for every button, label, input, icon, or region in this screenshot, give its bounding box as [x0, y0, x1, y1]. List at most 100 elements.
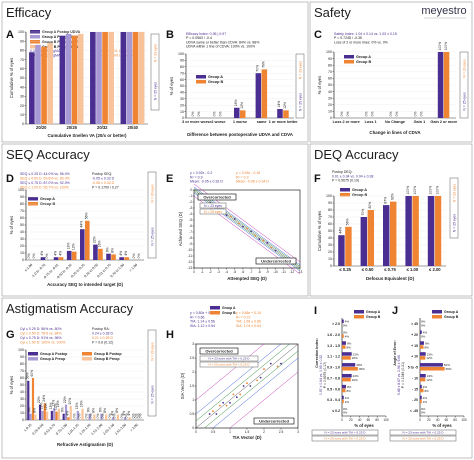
panel-d-y-tick-label: 30 — [20, 237, 24, 241]
panel-i-bar — [342, 352, 352, 356]
panel-e-y-tick-label: -10 — [187, 248, 192, 252]
panel-i-bar-label: 0% — [343, 331, 348, 335]
panel-e-stat-b: Mean: -0.08 ± 0.34 D — [236, 180, 269, 184]
panel-c-bar-label: 0% — [395, 112, 399, 117]
panel-a-y-label: Cumulative % of eyes — [9, 58, 14, 99]
panel-i-bar-label: 9% — [347, 385, 352, 389]
panel-i-x-tick-label: 0 — [341, 418, 343, 422]
panel-h-point — [239, 393, 242, 396]
panel-g-side-box — [147, 329, 157, 417]
logo: meyestro — [421, 5, 466, 17]
panel-b-stat: Efficacy Index: 0.95 | 0.97 — [186, 32, 226, 36]
panel-g-bar — [29, 413, 32, 420]
panel-e-stat-b: R² = 0.9 — [236, 175, 249, 179]
panel-d-bar — [80, 229, 85, 260]
panel-e-point — [246, 227, 248, 230]
panel-d-bar-label: 0% — [32, 254, 36, 259]
panel-g-bar-label: 0% — [89, 414, 93, 419]
panel-g-stat-right: 0.24 ± 0.28 D — [92, 332, 113, 336]
panel-g-bar-label: 22% — [63, 396, 67, 403]
panel-g-bar-label: 16% — [80, 401, 84, 408]
panel-j-x-tick-label: 0 — [419, 418, 421, 422]
panel-d-letter: D — [6, 173, 14, 185]
panel-j-bar — [420, 384, 422, 389]
panel-c-legend-swatch — [344, 60, 354, 64]
panel-d-bar-label: 4% — [40, 251, 44, 256]
panel-d-side-a: N = 23 eyes — [151, 184, 155, 202]
panel-i-bar — [342, 319, 344, 324]
panel-g-y-tick-label: 10 — [20, 411, 24, 415]
panel-a-bar — [29, 52, 35, 124]
panel-g-bar-label: 4% — [127, 411, 131, 416]
panel-b-x-label: Difference between postoperative UDVA an… — [187, 132, 294, 137]
panel-g-y-tick-label: 20 — [20, 404, 24, 408]
panel-e-n-a-box — [199, 202, 227, 209]
panel-b-bar-label: 0% — [218, 112, 222, 117]
panel-d-bar-label: 4% — [124, 251, 128, 256]
panel-f-y-tick-label: 20 — [328, 250, 332, 254]
panel-h-stat-a: SIA: 1.12 ± 0.54 — [190, 324, 215, 328]
panel-g-y-tick-label: 40 — [20, 390, 24, 394]
panel-e-y-tick-label: -11 — [188, 254, 193, 258]
panel-e-point — [225, 214, 228, 217]
panel-j-bar-label: 9% — [425, 341, 430, 345]
panel-j-y-tick-label: 5 to -5 — [408, 366, 418, 370]
panel-g-bar-label: 8% — [103, 408, 107, 413]
panel-e-y-tick-label: -1 — [189, 194, 192, 198]
panel-c-stat: Safety Index: 1.04 ± 0.14 vs. 1.03 ± 0.1… — [334, 32, 397, 36]
panel-f-y-tick-label: 30 — [328, 243, 332, 247]
panel-f-y-tick-label: 40 — [328, 236, 332, 240]
panel-f-stat: P = 0.5675 (0.19) — [332, 179, 359, 183]
panel-h-x-label: TIA Vector (D) — [233, 435, 262, 440]
panel-a-side-b: N = 25 eyes — [154, 82, 158, 100]
panel-d-y-tick-label: 100 — [18, 188, 24, 192]
panel-a-y-tick-label: 80 — [20, 49, 24, 53]
panel-j-x-tick-label: 20 — [427, 418, 431, 422]
panel-g-y-tick-label: 90 — [20, 355, 24, 359]
panel-e-under-label: Undercorrected — [261, 259, 291, 264]
panel-e-y-tick-label: -9 — [189, 242, 192, 246]
panel-j-tag-b-box — [389, 435, 457, 442]
panel-d-y-tick-label: 50 — [20, 223, 24, 227]
panel-i-y-tick-label: 0.7 - 0.8 — [327, 376, 340, 380]
panel-g-stat-right: P = 0.6 (0.12) — [92, 341, 113, 345]
panel-b-bar-label: 14% — [277, 101, 281, 108]
panel-e-x-tick-label: -13 — [298, 270, 303, 274]
panel-i-bar — [342, 363, 356, 367]
panel-a-bar — [47, 43, 53, 124]
panel-f-legend-label: Group B — [352, 193, 367, 197]
panel-b-bar-label: 70% — [256, 65, 260, 72]
panel-c-bar-label: 0% — [346, 112, 350, 117]
panel-c-x-tick-label: Gain 2 or more — [430, 120, 457, 124]
panel-e-point — [266, 241, 269, 244]
panel-i-bar-label: 8% — [347, 345, 352, 349]
panel-a-bar — [102, 32, 108, 124]
panel-c-side-b: N = 25 eyes — [463, 92, 467, 110]
panel-g-bar — [88, 413, 91, 420]
panel-i-bar-label: 4% — [345, 320, 350, 324]
panel-i-bar — [342, 399, 344, 404]
panel-c-y-label: % of eyes — [317, 76, 322, 94]
panel-h-point — [259, 376, 262, 379]
panel-g-bar-label: 56% — [25, 373, 29, 380]
panel-i-tag-a: N = 23 eyes with TIA > 0.25 D — [324, 431, 366, 435]
panel-g-y-tick-label: 0 — [22, 418, 24, 422]
panel-f-bar — [345, 226, 352, 266]
panel-h-y-tick-label: 1.5 — [190, 384, 195, 388]
panel-d-bar — [106, 253, 111, 260]
panel-d-bar — [124, 257, 129, 260]
panel-g-bar — [64, 404, 68, 420]
panel-d-bar-label: 4% — [53, 251, 57, 256]
panel-d-bar — [111, 254, 116, 260]
panel-a-legend-swatch — [30, 30, 40, 34]
panel-b-y-tick-label: 50 — [180, 84, 184, 88]
panel-b-stat: P = 0.0563 / -0.4 — [186, 36, 212, 40]
panel-j-legend-label: Group A — [444, 310, 459, 314]
panel-h-tag-b: N = 25 eyes with TIA > 0.25 D — [208, 363, 250, 367]
panel-d-bar — [98, 248, 103, 260]
panel-g-legend-b-label: Group B Postop — [94, 352, 122, 356]
panel-h-reference-line — [229, 371, 299, 429]
panel-i-bar — [342, 341, 346, 345]
panel-h-point — [263, 368, 265, 371]
panel-c-x-tick-label: Loss 2 or more — [333, 120, 360, 124]
